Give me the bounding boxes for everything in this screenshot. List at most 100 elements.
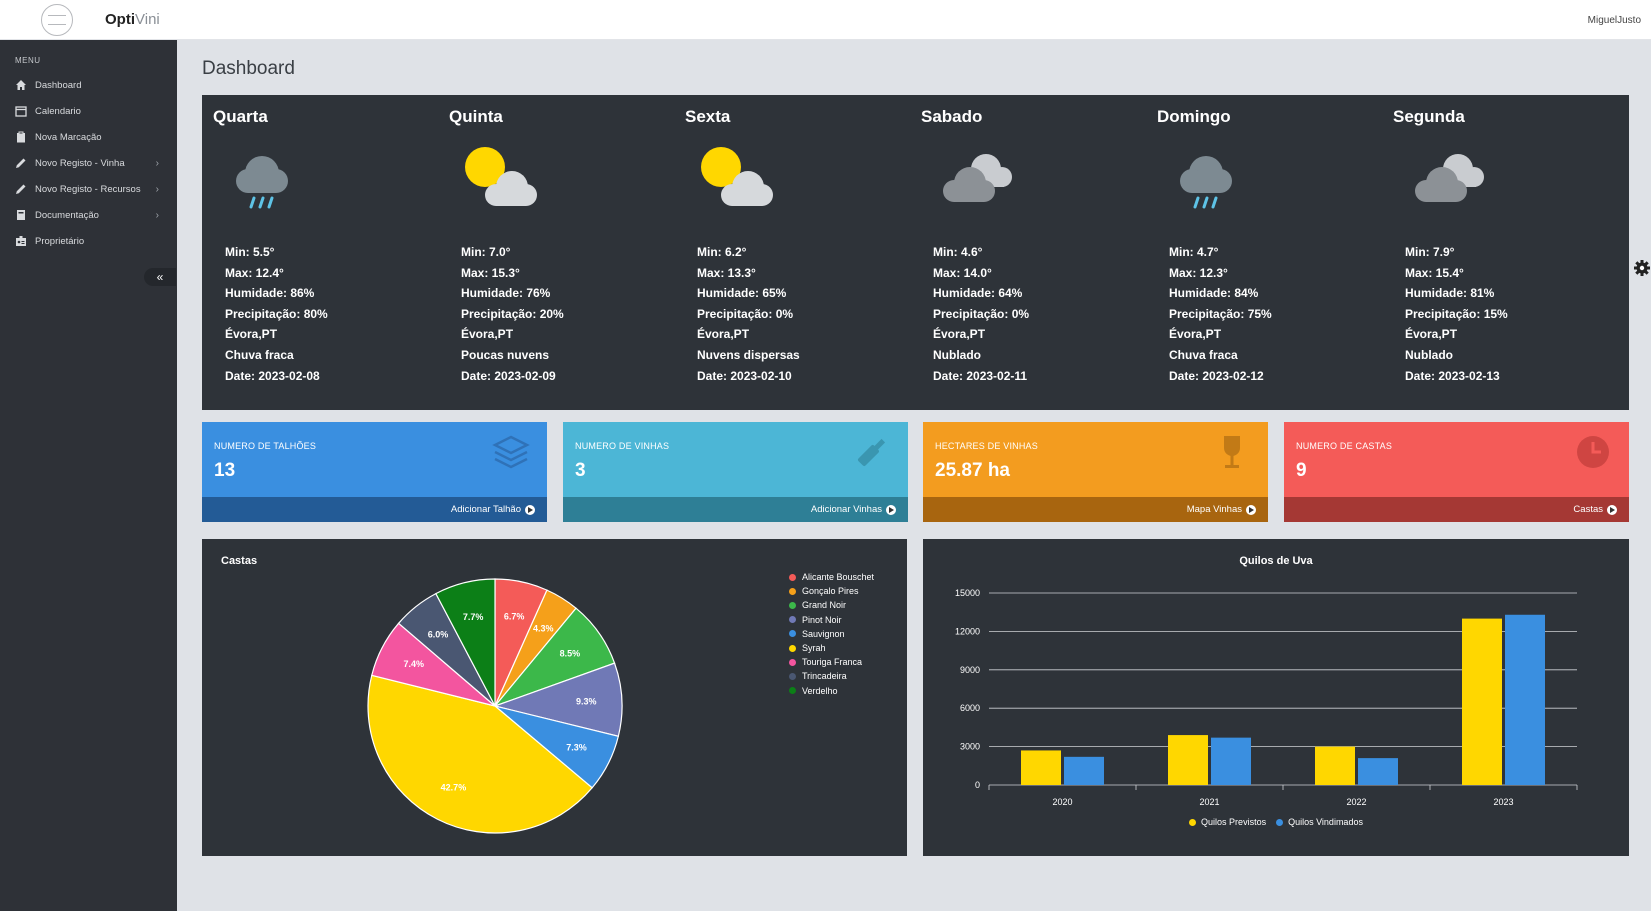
card-title: NUMERO DE CASTAS xyxy=(1296,441,1393,451)
legend-label: Quilos Vindimados xyxy=(1288,817,1363,827)
y-tick-label: 15000 xyxy=(955,588,980,598)
location: Évora,PT xyxy=(1405,327,1458,342)
legend-item[interactable]: Quilos Previstos xyxy=(1189,817,1266,827)
quilos-chart-panel: Quilos de Uva 0 3000 6000 9000 12000 15000 202… xyxy=(923,539,1629,856)
temp-min: Min: 4.6° xyxy=(933,245,983,259)
pie-label: 8.5% xyxy=(560,648,581,658)
weather-day: Segunda Min: 7.9° Max: 15.4° Humidade: 8… xyxy=(1382,95,1618,410)
gear-icon[interactable] xyxy=(1633,259,1651,277)
bar[interactable] xyxy=(1358,758,1398,785)
legend-item[interactable]: Quilos Vindimados xyxy=(1276,817,1363,827)
bar[interactable] xyxy=(1211,737,1251,785)
legend-dot xyxy=(789,587,796,595)
sidebar-item-dashboard[interactable]: Dashboard xyxy=(0,74,177,96)
card-link-adicionar-talhao[interactable]: Adicionar Talhão xyxy=(202,497,547,522)
forecast-date: Date: 2023-02-09 xyxy=(461,368,556,383)
arrow-circle-icon xyxy=(525,504,535,515)
x-tick-label: 2021 xyxy=(1199,797,1219,807)
sidebar-item-novo-registo-recursos[interactable]: Novo Registo - Recursos › xyxy=(0,178,177,200)
brand-name[interactable]: OptiVini xyxy=(105,11,160,28)
bar[interactable] xyxy=(1021,750,1061,785)
pencil-icon xyxy=(15,183,27,195)
card-link-mapa-vinhas[interactable]: Mapa Vinhas xyxy=(923,497,1268,522)
legend-label: Alicante Bouschet xyxy=(802,572,875,583)
collapse-sidebar-button[interactable]: « xyxy=(144,268,176,286)
sidebar-item-label: Novo Registo - Vinha xyxy=(35,157,125,169)
sidebar-item-proprietario[interactable]: Proprietário xyxy=(0,230,177,252)
weather-day: Quarta Min: 5.5° Max: 12.4° Humidade: 86… xyxy=(202,95,438,410)
pie-slice[interactable] xyxy=(435,578,496,707)
humidity: Humidade: 65% xyxy=(697,286,787,301)
legend-item[interactable]: Alicante Bouschet xyxy=(789,570,874,584)
legend-item[interactable]: Trincadeira xyxy=(789,669,874,683)
pie-label: 7.3% xyxy=(566,742,587,752)
humidity: Humidade: 81% xyxy=(1405,286,1495,301)
temp-min: Min: 4.7° xyxy=(1169,245,1219,259)
card-vinhas: NUMERO DE VINHAS 3 Adicionar Vinhas xyxy=(563,422,908,522)
card-value: 3 xyxy=(575,460,586,481)
pencil-icon xyxy=(15,157,27,169)
location: Évora,PT xyxy=(1169,327,1222,342)
sidebar-item-label: Novo Registo - Recursos xyxy=(35,183,141,195)
legend-item[interactable]: Grand Noir xyxy=(789,598,874,612)
user-name[interactable]: MiguelJusto xyxy=(1587,15,1641,26)
bar[interactable] xyxy=(1315,746,1355,785)
legend-item[interactable]: Touriga Franca xyxy=(789,655,874,669)
legend-label: Quilos Previstos xyxy=(1201,817,1267,827)
bar[interactable] xyxy=(1462,618,1502,785)
forecast-date: Date: 2023-02-10 xyxy=(697,368,792,383)
legend-dot xyxy=(789,630,796,638)
legend-dot xyxy=(789,601,796,609)
sidebar-item-documentacao[interactable]: Documentação › xyxy=(0,204,177,226)
sun-cloud-icon xyxy=(465,147,537,206)
sidebar-item-novo-registo-vinha[interactable]: Novo Registo - Vinha › xyxy=(0,152,177,174)
home-icon xyxy=(15,79,27,91)
menu-title: MENU xyxy=(15,56,41,65)
x-tick-label: 2020 xyxy=(1052,797,1072,807)
legend-dot xyxy=(789,573,796,581)
weather-description: Nuvens dispersas xyxy=(697,347,800,362)
legend-item[interactable]: Pinot Noir xyxy=(789,613,874,627)
legend-label: Touriga Franca xyxy=(802,657,863,668)
bar[interactable] xyxy=(1064,756,1104,785)
legend-item[interactable]: Syrah xyxy=(789,641,874,655)
legend-label: Gonçalo Pires xyxy=(802,586,859,597)
sidebar: MENU Dashboard Calendario Nova Marcação … xyxy=(0,40,177,911)
card-link-adicionar-vinhas[interactable]: Adicionar Vinhas xyxy=(563,497,908,522)
day-name: Sexta xyxy=(685,107,731,126)
chevron-right-icon: › xyxy=(155,209,159,221)
y-tick-label: 12000 xyxy=(955,626,980,636)
sidebar-item-calendario[interactable]: Calendario xyxy=(0,100,177,122)
temp-min: Min: 7.9° xyxy=(1405,245,1455,259)
logo[interactable] xyxy=(41,4,73,36)
card-link-castas[interactable]: Castas xyxy=(1284,497,1629,522)
bar-chart: 0 3000 6000 9000 12000 15000 2020 2021 2022 2023 xyxy=(955,588,1578,807)
arrow-circle-icon xyxy=(1246,504,1256,515)
bar[interactable] xyxy=(1505,614,1545,785)
precipitation: Precipitação: 80% xyxy=(225,306,328,321)
legend-dot xyxy=(789,616,796,624)
card-value: 25.87 ha xyxy=(935,460,1010,481)
legend-item[interactable]: Verdelho xyxy=(789,684,874,698)
day-name: Segunda xyxy=(1393,107,1465,126)
clipboard-icon xyxy=(15,131,27,143)
day-name: Sabado xyxy=(921,107,983,126)
day-name: Quarta xyxy=(213,107,268,126)
sidebar-item-nova-marcacao[interactable]: Nova Marcação xyxy=(0,126,177,148)
y-tick-label: 6000 xyxy=(960,703,980,713)
bar[interactable] xyxy=(1168,735,1208,785)
temp-max: Max: 15.4° xyxy=(1405,265,1464,280)
legend-label: Syrah xyxy=(802,643,826,654)
y-tick-label: 0 xyxy=(975,780,980,790)
card-title: HECTARES DE VINHAS xyxy=(935,441,1038,451)
legend-item[interactable]: Gonçalo Pires xyxy=(789,584,874,598)
id-card-icon xyxy=(15,235,27,247)
sidebar-item-label: Dashboard xyxy=(35,79,82,91)
pie-label: 6.0% xyxy=(428,629,449,639)
precipitation: Precipitação: 75% xyxy=(1169,306,1272,321)
legend-item[interactable]: Sauvignon xyxy=(789,627,874,641)
pie-label: 42.7% xyxy=(441,782,467,792)
weather-day: Sabado Min: 4.6° Max: 14.0° Humidade: 64… xyxy=(910,95,1146,410)
legend-label: Trincadeira xyxy=(802,671,847,682)
pie-slice[interactable] xyxy=(367,674,594,834)
